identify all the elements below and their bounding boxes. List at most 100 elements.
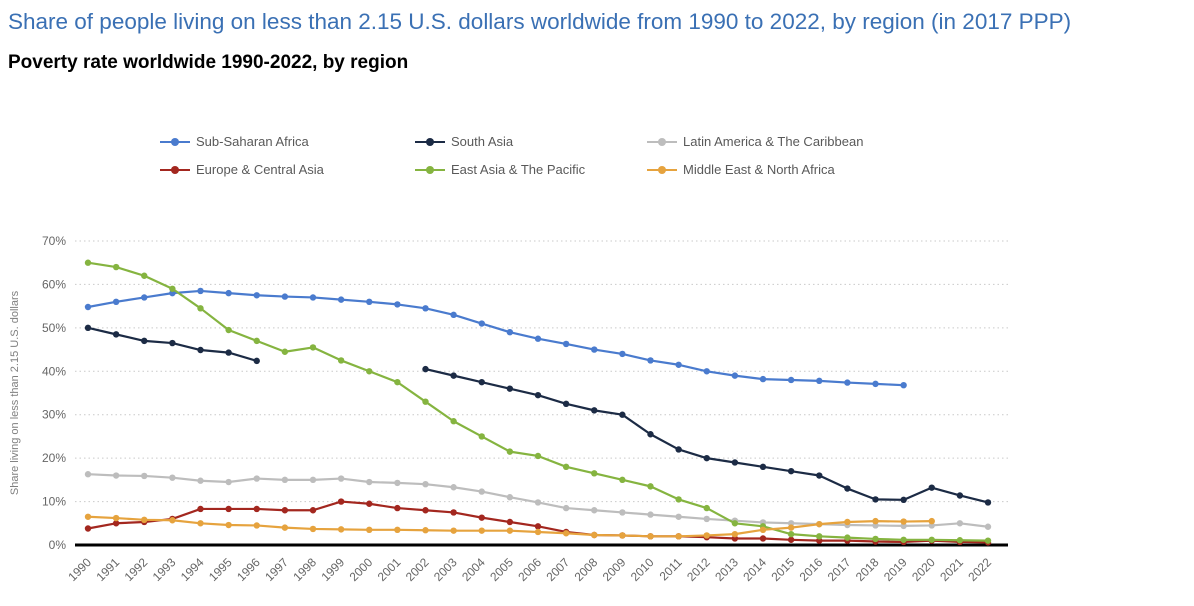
data-point	[281, 476, 289, 484]
svg-text:1991: 1991	[93, 555, 122, 584]
data-point	[731, 530, 739, 538]
data-point	[253, 522, 260, 529]
data-point	[394, 526, 401, 533]
data-point	[647, 483, 654, 490]
data-point	[281, 293, 289, 300]
data-point	[928, 536, 935, 543]
data-point	[534, 528, 542, 536]
svg-text:1997: 1997	[262, 555, 291, 584]
data-point	[422, 527, 429, 534]
data-point	[787, 530, 795, 538]
data-point	[394, 504, 401, 512]
svg-text:30%: 30%	[42, 408, 66, 422]
svg-text:2008: 2008	[572, 555, 601, 584]
legend-item-latin-america-the-caribbean[interactable]: Latin America & The Caribbean	[647, 134, 1194, 149]
data-point	[534, 523, 542, 530]
legend-series-marker-icon	[415, 165, 445, 174]
svg-text:1996: 1996	[234, 555, 263, 584]
svg-text:1995: 1995	[206, 555, 235, 584]
chart-subtitle: Poverty rate worldwide 1990-2022, by reg…	[8, 52, 409, 74]
data-point	[309, 507, 317, 514]
data-point	[928, 484, 935, 491]
data-point	[506, 329, 514, 336]
data-point	[534, 391, 542, 399]
data-point	[787, 524, 795, 531]
svg-text:2000: 2000	[347, 555, 376, 584]
svg-text:2011: 2011	[657, 555, 685, 583]
data-point	[759, 535, 767, 542]
svg-text:2021: 2021	[937, 555, 966, 584]
data-point	[197, 477, 204, 484]
data-point	[872, 496, 879, 503]
data-point	[84, 513, 92, 520]
svg-text:2006: 2006	[515, 555, 544, 584]
data-point	[844, 485, 851, 492]
svg-text:60%: 60%	[42, 277, 66, 291]
svg-text:2002: 2002	[403, 555, 432, 584]
y-axis-tick-labels: 0% 10% 20% 30% 40% 50% 60% 70%	[42, 234, 66, 552]
svg-text:2004: 2004	[459, 555, 488, 584]
data-point	[141, 294, 148, 301]
legend-item-sub-saharan-africa[interactable]: Sub-Saharan Africa	[160, 134, 415, 149]
svg-text:2017: 2017	[825, 555, 854, 584]
data-point	[197, 305, 204, 312]
data-point	[984, 537, 992, 544]
data-point	[225, 349, 232, 356]
legend-item-south-asia[interactable]: South Asia	[415, 134, 647, 149]
data-point	[366, 526, 373, 533]
data-point	[394, 378, 401, 386]
data-point	[675, 496, 682, 503]
svg-text:2019: 2019	[881, 555, 910, 584]
data-point	[366, 368, 373, 375]
data-point	[731, 520, 739, 527]
svg-text:0%: 0%	[49, 538, 67, 552]
data-point	[844, 379, 851, 386]
chart-legend: Sub-Saharan Africa South Asia Latin Americ…	[160, 134, 1194, 177]
svg-text:40%: 40%	[42, 364, 66, 378]
data-point	[591, 470, 598, 477]
data-point	[956, 492, 964, 499]
data-point	[253, 357, 260, 365]
data-point	[112, 514, 120, 522]
data-point	[759, 526, 767, 533]
data-point	[366, 298, 373, 305]
svg-text:2016: 2016	[797, 555, 826, 584]
data-point	[984, 499, 992, 506]
legend-item-europe-central-asia[interactable]: Europe & Central Asia	[160, 162, 415, 177]
data-point	[703, 504, 710, 512]
data-point	[253, 505, 260, 513]
data-point	[675, 513, 682, 520]
data-point	[900, 518, 907, 525]
legend-item-middle-east-north-africa[interactable]: Middle East & North Africa	[647, 162, 1194, 177]
legend-item-east-asia-the-pacific[interactable]: East Asia & The Pacific	[415, 162, 647, 177]
data-point	[337, 357, 345, 364]
data-point	[169, 285, 176, 292]
data-point	[591, 346, 598, 353]
data-point	[337, 498, 345, 505]
data-point	[872, 380, 879, 388]
svg-text:2022: 2022	[965, 555, 994, 584]
data-point	[506, 527, 514, 534]
data-point	[675, 361, 682, 368]
data-point	[591, 531, 598, 539]
data-point	[562, 340, 570, 348]
data-point	[253, 337, 260, 345]
series-latin-america-the-caribbean	[84, 471, 992, 530]
data-point	[900, 496, 907, 504]
svg-text:2007: 2007	[543, 555, 572, 584]
data-point	[562, 530, 570, 537]
data-point	[141, 472, 148, 480]
y-axis-title: Share living on less than 2.15 U.S. doll…	[9, 290, 21, 495]
data-point	[309, 344, 317, 351]
legend-label: Latin America & The Caribbean	[683, 134, 864, 150]
legend-series-marker-icon	[647, 137, 677, 146]
data-point	[422, 305, 429, 312]
svg-text:2001: 2001	[375, 555, 404, 584]
data-point	[450, 527, 457, 534]
data-point	[816, 533, 823, 540]
chart-area: 0% 10% 20% 30% 40% 50% 60% 70% 1990 1991 1992 1993 1…	[0, 229, 1194, 606]
data-point	[112, 298, 120, 305]
data-point	[478, 527, 485, 534]
data-point	[619, 350, 626, 358]
